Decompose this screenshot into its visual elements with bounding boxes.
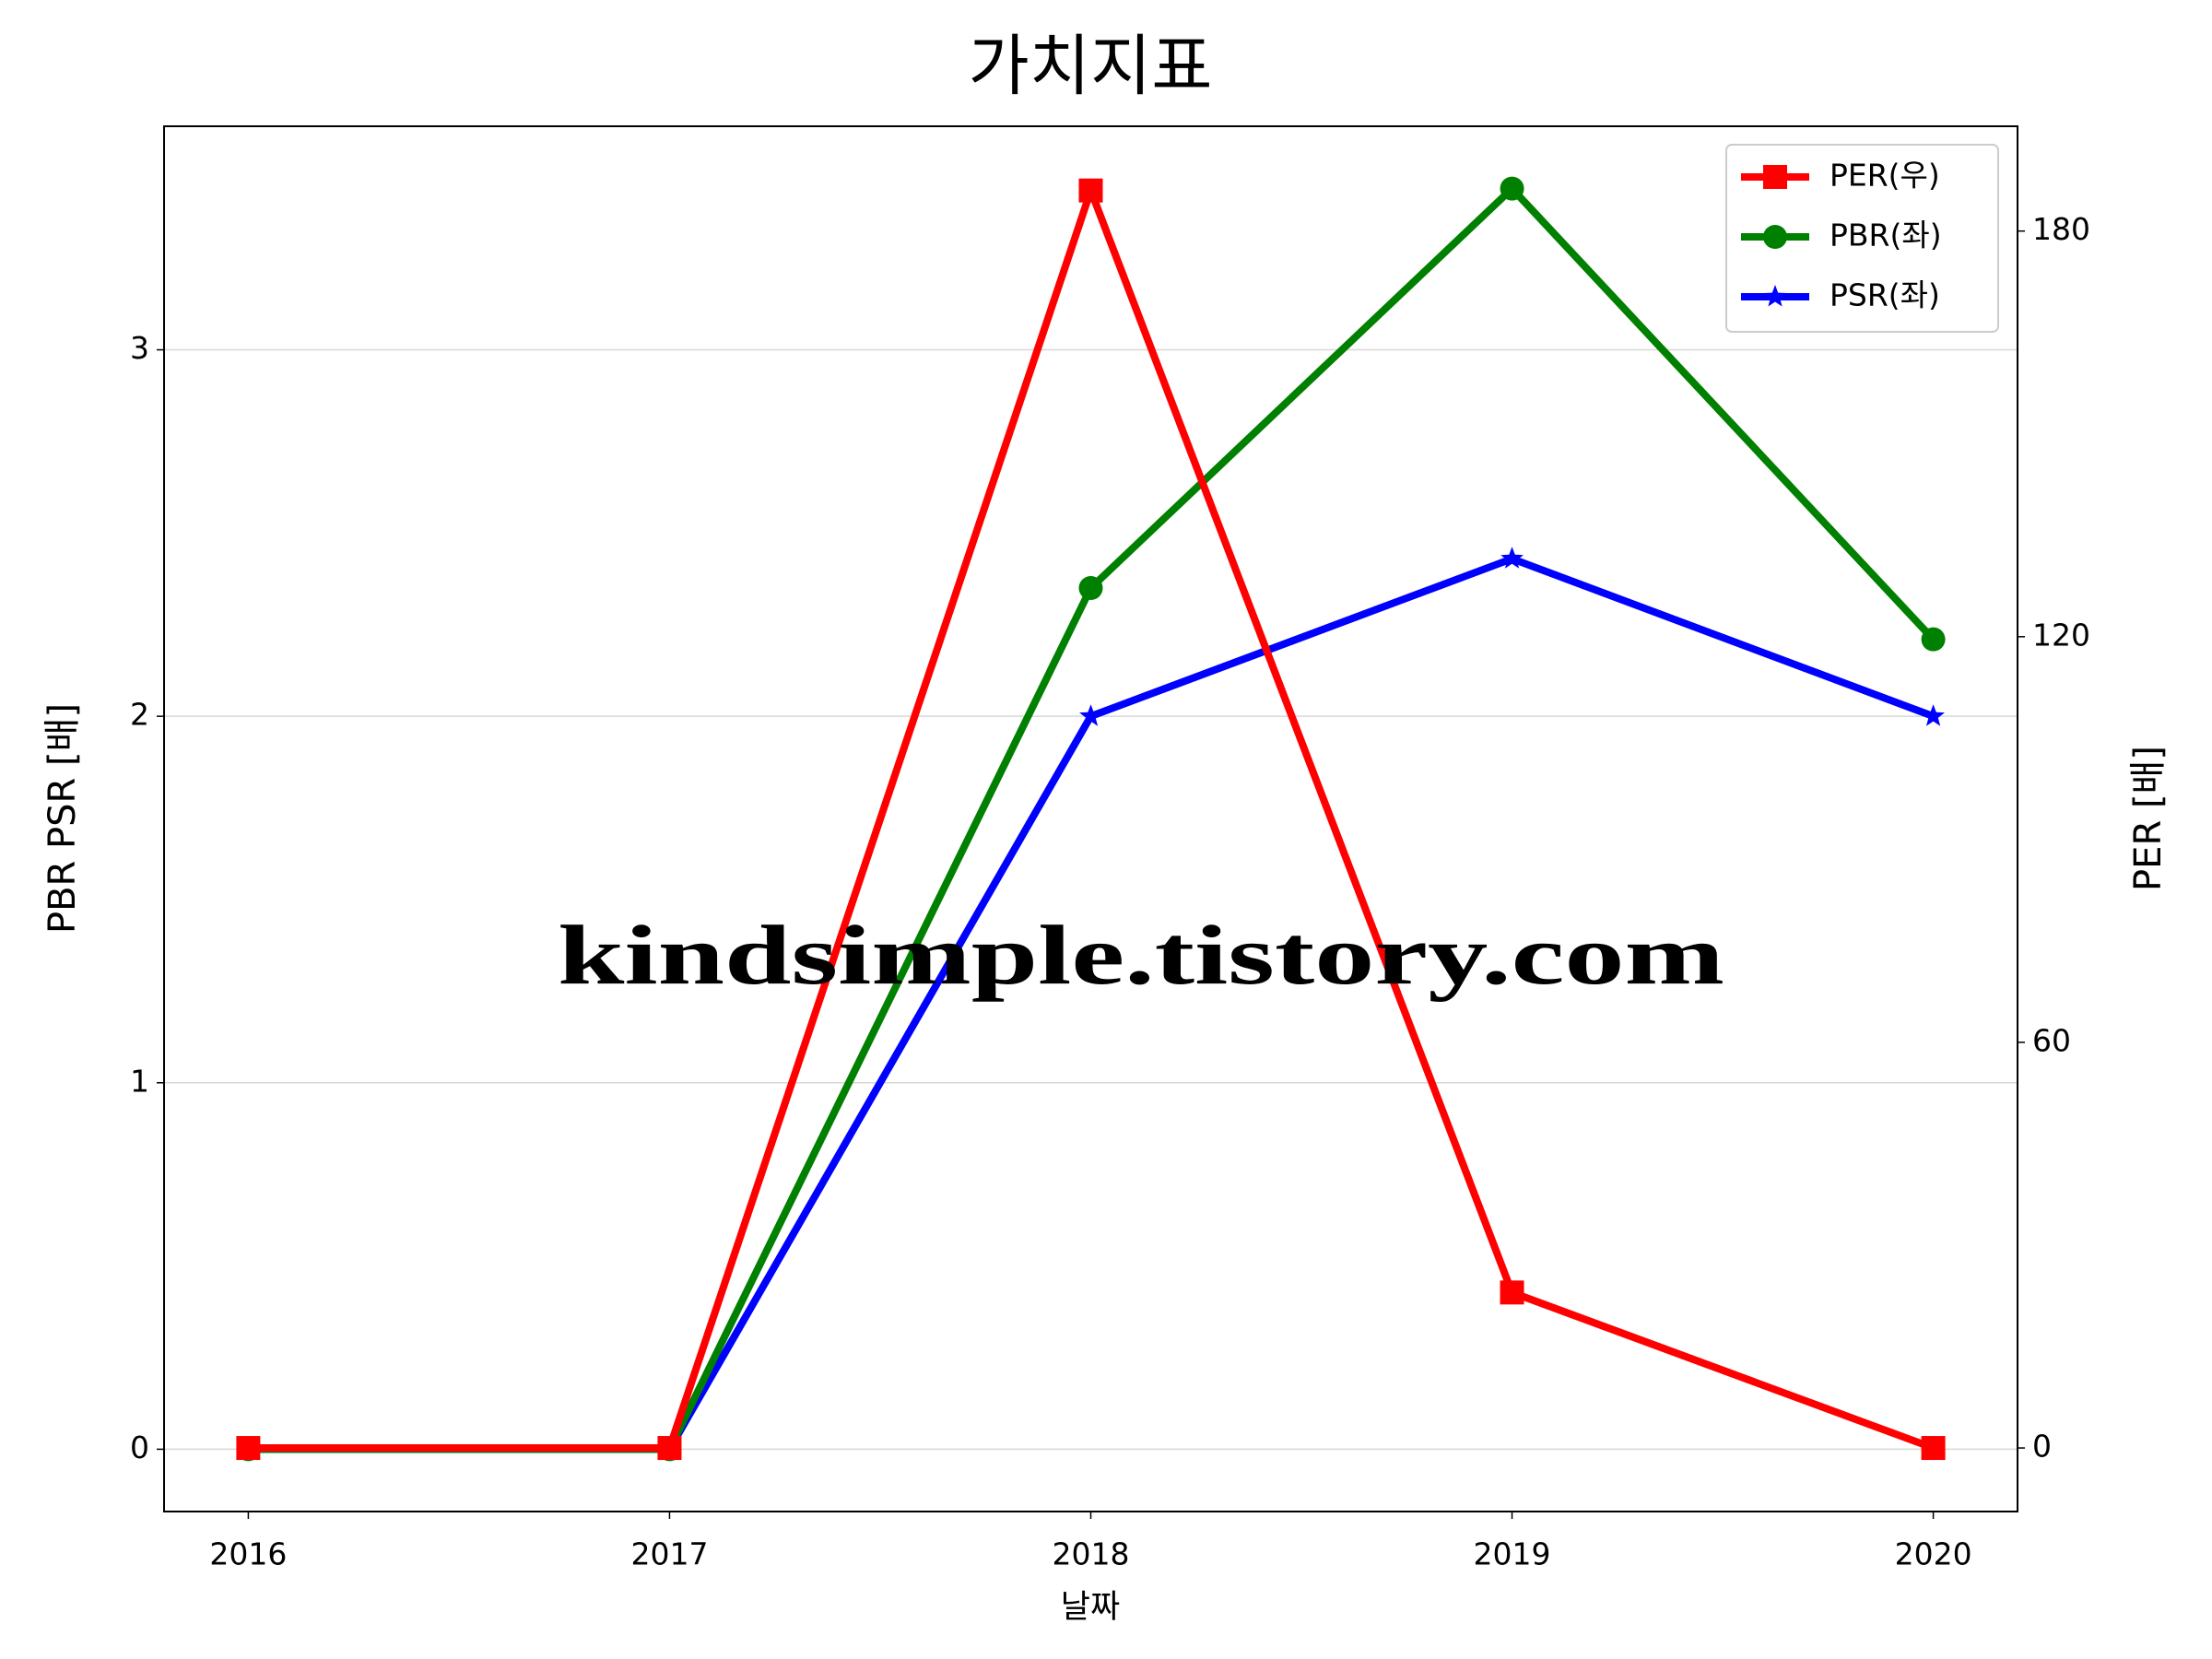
legend-marker <box>1763 165 1787 189</box>
y2-tick-label: 60 <box>2032 1022 2071 1058</box>
marker <box>1921 1436 1946 1461</box>
chart-title: 가치지표 <box>969 28 1213 105</box>
y2-tick-label: 180 <box>2032 211 2090 247</box>
legend-marker <box>1763 285 1787 307</box>
marker <box>1500 176 1524 201</box>
plot-frame <box>163 125 2018 1512</box>
x-tick-label: 2019 <box>1474 1536 1551 1572</box>
marker <box>1922 704 1945 726</box>
marker <box>657 1436 682 1461</box>
y-axis-label: PBR PSR [배] <box>41 703 84 934</box>
x-tick-label: 2016 <box>209 1536 287 1572</box>
y2-tick-label: 0 <box>2032 1429 2052 1465</box>
y-tick-label: 3 <box>130 330 149 366</box>
legend-label: PBR(좌) <box>1830 218 1942 253</box>
y2-tick-label: 120 <box>2032 617 2090 653</box>
x-axis-label: 날짜 <box>1061 1589 1120 1626</box>
x-tick-label: 2017 <box>630 1536 708 1572</box>
legend-label: PSR(좌) <box>1830 277 1940 313</box>
legend-box <box>1725 144 1999 333</box>
marker <box>1500 1280 1524 1305</box>
y-tick-label: 0 <box>130 1430 149 1465</box>
legend-label: PER(우) <box>1830 158 1940 194</box>
y-tick-label: 1 <box>130 1063 149 1099</box>
marker <box>1500 547 1524 569</box>
legend-marker <box>1763 225 1787 249</box>
marker <box>1079 704 1102 726</box>
marker <box>1921 627 1946 652</box>
series-line <box>248 184 1936 1453</box>
y2-axis-label: PER [배] <box>2127 746 2170 891</box>
marker <box>1078 178 1103 203</box>
y-tick-label: 2 <box>130 697 149 733</box>
series-line <box>248 186 1935 1453</box>
watermark: kindsimple.tistory.com <box>558 908 1724 1002</box>
marker <box>236 1436 261 1461</box>
x-tick-label: 2020 <box>1895 1536 1972 1572</box>
x-tick-label: 2018 <box>1053 1536 1130 1572</box>
series-line <box>248 555 1935 1453</box>
marker <box>1078 576 1103 600</box>
